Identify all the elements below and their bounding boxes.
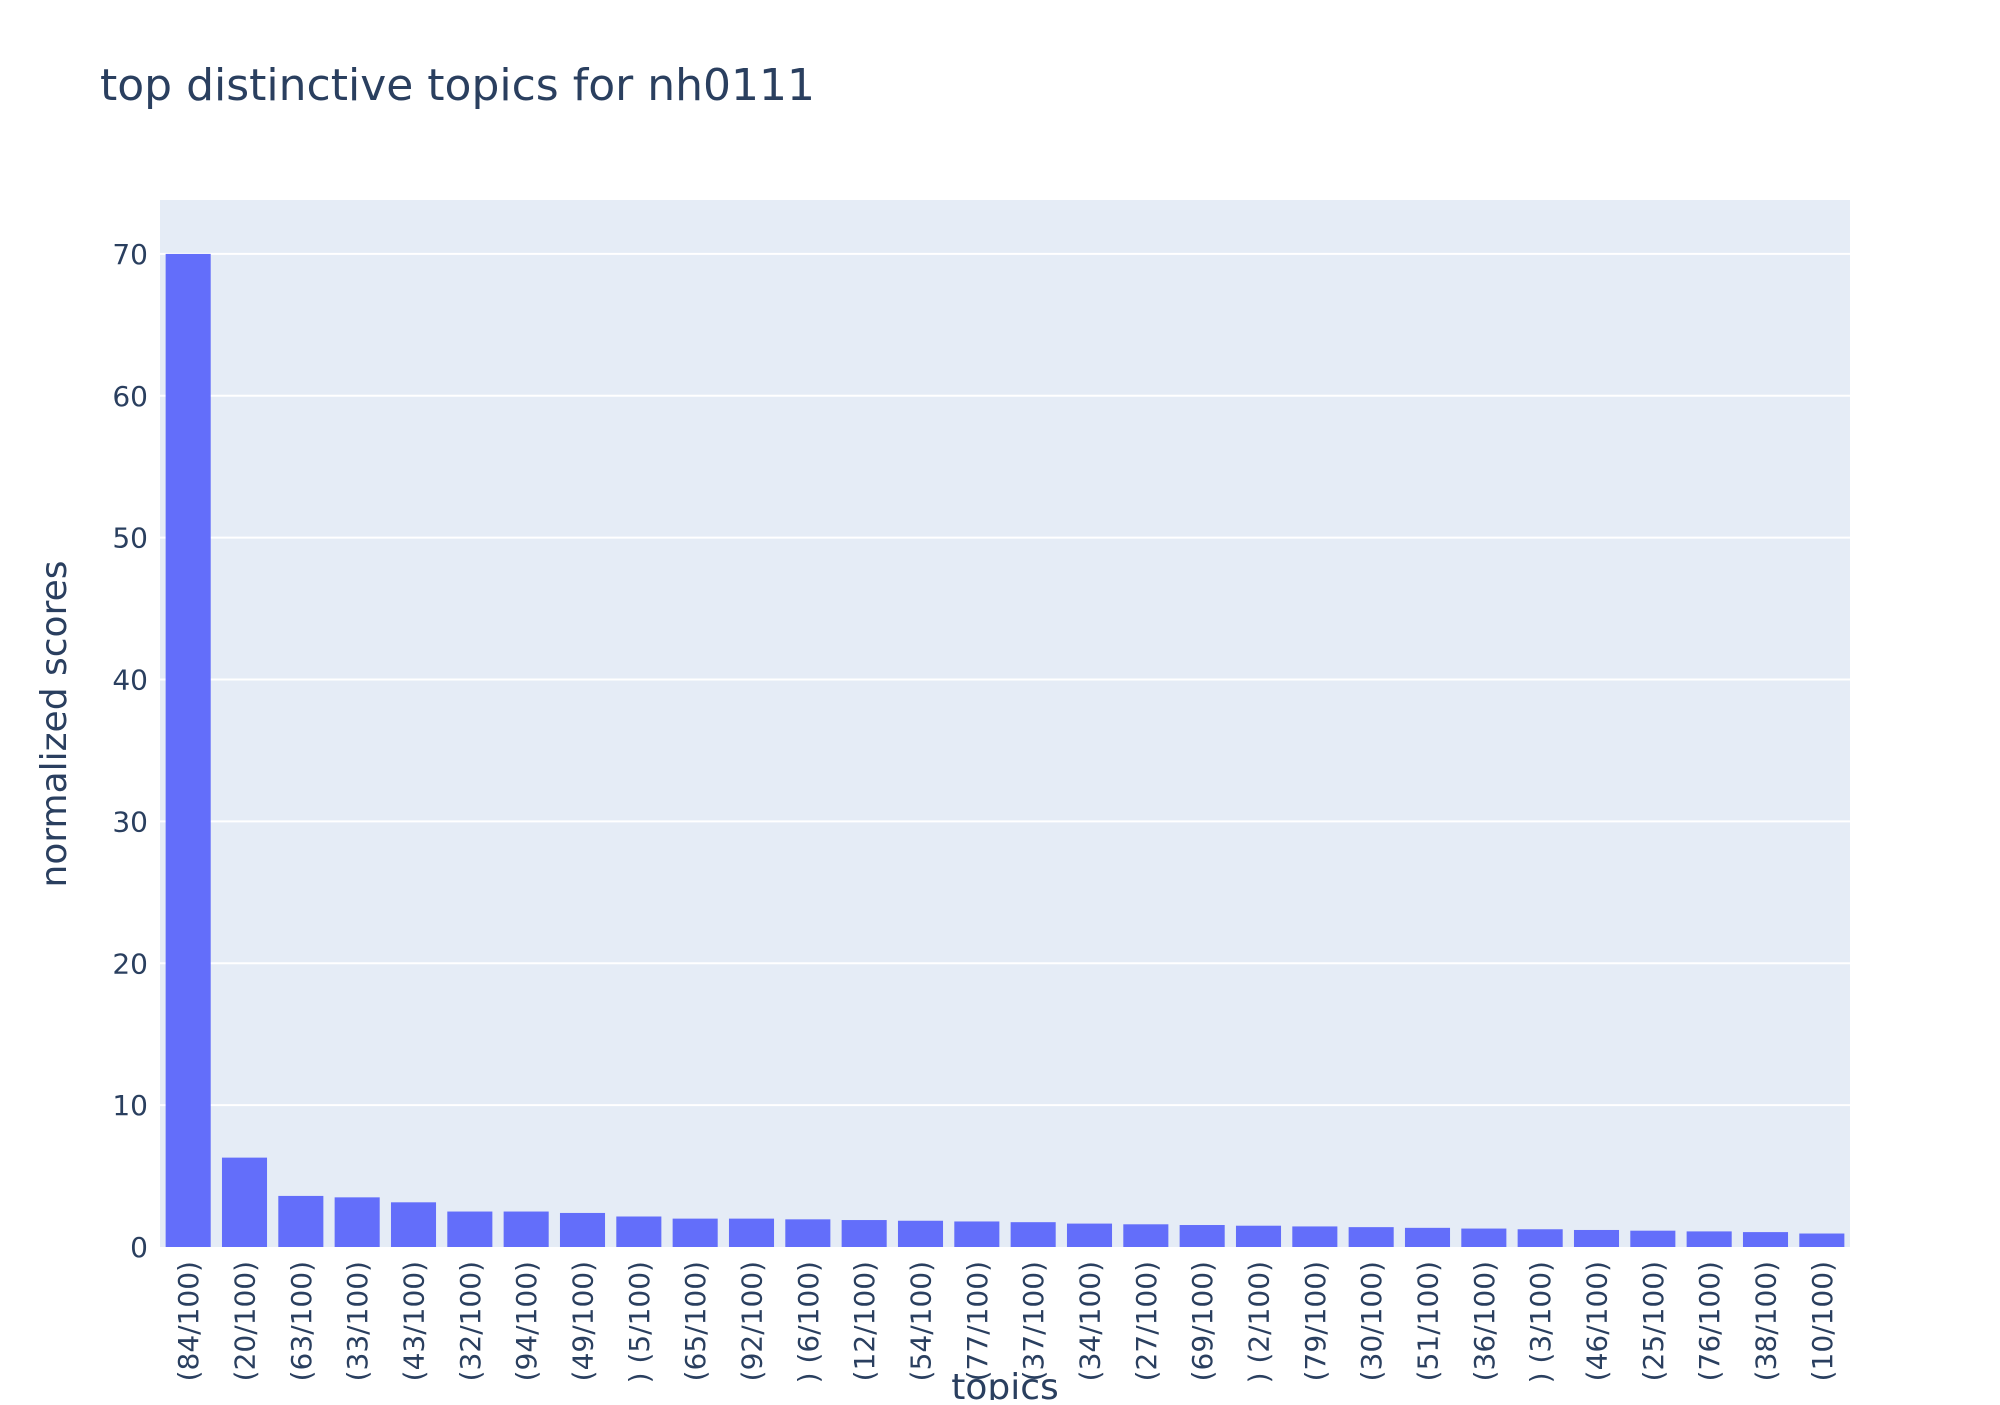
x-tick-label: (33/100) <box>341 1261 374 1381</box>
bar <box>390 1202 437 1247</box>
x-tick-label: (51/100) <box>1412 1261 1445 1381</box>
y-axis-ticks: 0 10 20 30 40 50 60 70 <box>112 238 148 1264</box>
bar <box>1517 1229 1563 1247</box>
x-tick-label: (20/100) <box>229 1261 262 1381</box>
x-tick-label: (34/100) <box>1074 1261 1107 1381</box>
y-tick-label: 40 <box>112 664 148 697</box>
bar <box>1686 1231 1732 1247</box>
x-tick-label: (54/100) <box>905 1261 938 1381</box>
bar <box>447 1211 493 1247</box>
bar <box>841 1220 887 1247</box>
x-tick-label: (76/100) <box>1693 1261 1726 1381</box>
bar <box>1630 1230 1676 1247</box>
x-tick-label: (79/100) <box>1299 1261 1332 1381</box>
x-tick-label: (27/100) <box>1130 1261 1163 1381</box>
x-tick-label: (69/100) <box>1186 1261 1219 1381</box>
bar <box>334 1197 380 1247</box>
bar <box>221 1157 268 1247</box>
x-tick-label: (12/100) <box>848 1261 881 1381</box>
bar <box>278 1195 324 1247</box>
x-tick-label: (38/100) <box>1750 1261 1783 1381</box>
bar <box>1292 1226 1338 1247</box>
x-tick-label: (43/100) <box>398 1261 431 1381</box>
y-tick-label: 50 <box>112 522 148 555</box>
x-tick-label: (37/100) <box>1017 1261 1050 1381</box>
bar <box>1573 1229 1620 1247</box>
x-tick-label: (92/100) <box>736 1261 769 1381</box>
gridlines <box>160 252 1850 1107</box>
bar <box>1404 1227 1451 1247</box>
chart-title: top distinctive topics for nh0111 <box>100 60 815 111</box>
x-tick-label: (84/100) <box>172 1261 205 1381</box>
x-tick-label: (65/100) <box>679 1261 712 1381</box>
bar <box>1799 1233 1845 1247</box>
x-tick-label: (46/100) <box>1581 1261 1614 1381</box>
x-tick-label: ) (2/100) <box>1243 1261 1276 1383</box>
x-tick-label: ) (6/100) <box>792 1261 825 1383</box>
y-tick-label: 30 <box>112 805 148 838</box>
x-axis-ticks: (84/100) (20/100) (63/100) (33/100) (43/100)… <box>172 1261 1839 1383</box>
x-tick-label: (49/100) <box>567 1261 600 1381</box>
x-tick-label: (25/100) <box>1637 1261 1670 1381</box>
x-tick-label: (32/100) <box>454 1261 487 1381</box>
y-axis-title: normalized scores <box>34 561 75 888</box>
x-tick-label: ) (5/100) <box>623 1261 656 1383</box>
bar <box>672 1218 718 1247</box>
x-tick-label: ) (3/100) <box>1524 1261 1557 1383</box>
bar <box>1461 1228 1507 1247</box>
y-tick-label: 10 <box>112 1089 148 1122</box>
y-tick-label: 70 <box>112 238 148 271</box>
bar <box>785 1219 831 1247</box>
x-tick-label: (63/100) <box>285 1261 318 1381</box>
y-tick-label: 60 <box>112 380 148 413</box>
y-tick-label: 20 <box>112 947 148 980</box>
x-tick-label: (94/100) <box>510 1261 543 1381</box>
x-tick-label: (36/100) <box>1468 1261 1501 1381</box>
bar <box>1123 1224 1169 1247</box>
bar <box>1066 1223 1113 1247</box>
bar <box>1010 1222 1056 1247</box>
bar <box>559 1212 606 1247</box>
bar <box>165 253 211 1247</box>
x-axis-title: topics <box>951 1367 1059 1400</box>
bars <box>165 253 1845 1247</box>
bar <box>1235 1225 1282 1247</box>
x-tick-label: (30/100) <box>1355 1261 1388 1381</box>
bar <box>1348 1227 1394 1247</box>
bar <box>897 1220 944 1247</box>
x-tick-label: (10/100) <box>1806 1261 1839 1381</box>
plot-background <box>160 200 1850 1247</box>
bar <box>1179 1225 1225 1247</box>
y-tick-label: 0 <box>130 1231 148 1264</box>
bar <box>954 1221 1000 1247</box>
bar <box>1742 1232 1789 1247</box>
bar <box>503 1211 549 1247</box>
bar <box>616 1216 662 1247</box>
x-tick-label: (77/100) <box>961 1261 994 1381</box>
bar <box>728 1218 775 1247</box>
